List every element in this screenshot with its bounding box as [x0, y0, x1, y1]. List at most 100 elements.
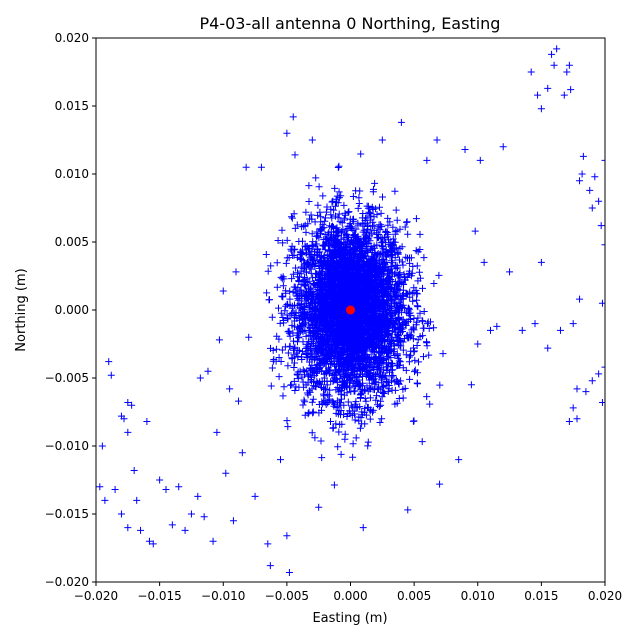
scatter-point	[474, 340, 482, 348]
scatter-point	[476, 156, 484, 164]
scatter-point	[145, 537, 153, 545]
scatter-point	[242, 163, 250, 171]
scatter-point	[537, 258, 545, 266]
scatter-point	[573, 385, 581, 393]
scatter-point	[576, 177, 584, 185]
scatter-point	[461, 146, 469, 154]
scatter-point	[277, 456, 285, 464]
y-tick-label: 0.020	[55, 31, 89, 45]
scatter-point	[226, 385, 234, 393]
y-tick-label: 0.010	[55, 167, 89, 181]
scatter-point	[96, 483, 104, 491]
scatter-point	[283, 532, 291, 540]
y-tick-label: −0.010	[45, 439, 89, 453]
scatter-point	[245, 333, 253, 341]
y-tick-label: 0.015	[55, 99, 89, 113]
scatter-point	[579, 152, 587, 160]
scatter-point	[586, 186, 594, 194]
x-tick-label: −0.020	[74, 589, 118, 603]
scatter-point	[187, 510, 195, 518]
scatter-point	[582, 388, 590, 396]
scatter-point	[588, 377, 596, 385]
scatter-point	[289, 113, 297, 121]
scatter-point	[548, 50, 556, 58]
scatter-point	[480, 258, 488, 266]
scatter-point	[544, 84, 552, 92]
scatter-point	[534, 91, 542, 99]
scatter-point	[560, 91, 568, 99]
scatter-point	[578, 170, 586, 178]
scatter-point	[569, 404, 577, 412]
scatter-point	[215, 336, 223, 344]
x-tick-label: 0.020	[588, 589, 622, 603]
scatter-point	[550, 61, 558, 69]
scatter-point	[257, 163, 265, 171]
scatter-point	[397, 118, 405, 126]
scatter-point	[308, 136, 316, 144]
scatter-point	[531, 320, 539, 328]
scatter-point	[315, 503, 323, 511]
scatter-point	[601, 241, 605, 249]
scatter-point	[264, 540, 272, 548]
scatter-point	[149, 540, 157, 548]
scatter-point	[111, 486, 119, 494]
scatter-point	[143, 418, 151, 426]
scatter-point	[133, 496, 141, 504]
y-tick-label: 0.005	[55, 235, 89, 249]
scatter-point	[404, 506, 412, 514]
scatter-point	[544, 344, 552, 352]
scatter-point	[565, 418, 573, 426]
scatter-point	[556, 326, 564, 334]
scatter-point	[124, 398, 132, 406]
x-tick-label: 0.005	[397, 589, 431, 603]
x-tick-label: −0.015	[137, 589, 181, 603]
scatter-point	[591, 173, 599, 181]
scatter-point	[266, 562, 274, 570]
scatter-point	[235, 397, 243, 405]
scatter-point	[471, 227, 479, 235]
scatter-point	[130, 466, 138, 474]
scatter-point	[573, 415, 581, 423]
scatter-cluster	[262, 150, 447, 489]
scatter-point	[107, 371, 115, 379]
scatter-point	[213, 428, 221, 436]
scatter-point	[588, 204, 596, 212]
scatter-point	[359, 524, 367, 532]
y-tick-label: −0.015	[45, 507, 89, 521]
scatter-point	[486, 326, 494, 334]
scatter-point	[518, 326, 526, 334]
y-tick-label: −0.005	[45, 371, 89, 385]
scatter-point	[196, 374, 204, 382]
scatter-point	[595, 370, 603, 378]
x-tick-label: −0.005	[265, 589, 309, 603]
scatter-point	[565, 61, 573, 69]
scatter-point	[219, 287, 227, 295]
scatter-point	[251, 492, 259, 500]
scatter-point	[595, 197, 603, 205]
scatter-point	[162, 486, 170, 494]
scatter-point	[563, 68, 571, 76]
x-tick-label: 0.010	[461, 589, 495, 603]
scatter-point	[181, 526, 189, 534]
x-tick-label: 0.000	[333, 589, 367, 603]
scatter-point	[569, 320, 577, 328]
scatter-point	[601, 156, 605, 164]
x-axis-label: Easting (m)	[312, 611, 387, 626]
scatter-point	[156, 476, 164, 484]
scatter-point	[283, 129, 291, 137]
scatter-point	[378, 136, 386, 144]
scatter-point	[232, 268, 240, 276]
scatter-point	[238, 449, 246, 457]
scatter-point	[120, 415, 128, 423]
scatter-point	[527, 68, 535, 76]
y-axis-label: Northing (m)	[14, 268, 29, 351]
scatter-point	[200, 513, 208, 521]
scatter-point	[137, 526, 145, 534]
plot-area	[96, 45, 605, 576]
scatter-point	[105, 358, 113, 366]
scatter-point	[567, 86, 575, 94]
scatter-point	[601, 363, 605, 371]
scatter-point	[128, 401, 136, 409]
scatter-point	[101, 496, 109, 504]
